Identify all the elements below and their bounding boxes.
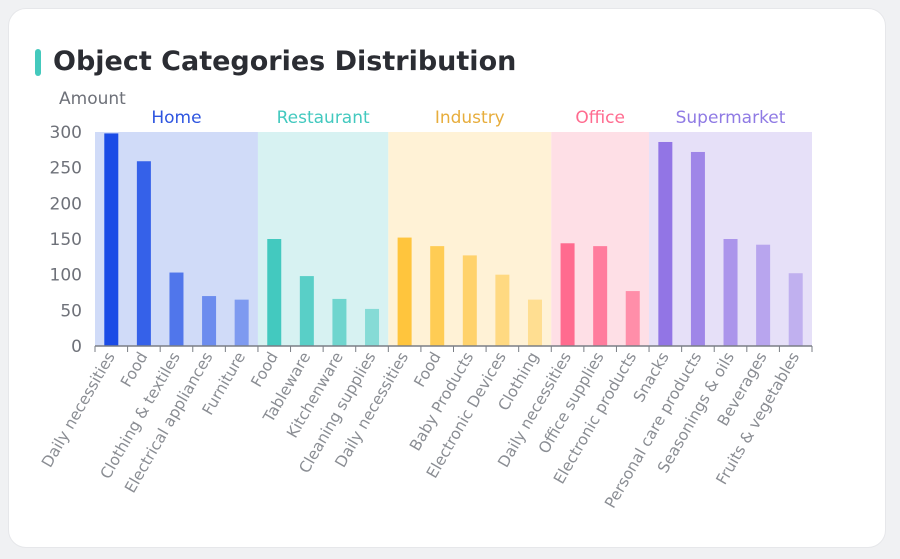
y-tick-label: 0 bbox=[71, 337, 82, 357]
bar bbox=[397, 237, 412, 346]
bar bbox=[136, 161, 151, 346]
bar bbox=[169, 272, 184, 346]
x-tick-label: Food bbox=[248, 349, 282, 390]
x-tick-label: Food bbox=[410, 349, 444, 390]
y-tick-label: 150 bbox=[50, 230, 82, 250]
group-label: Supermarket bbox=[676, 108, 786, 128]
y-tick-label: 250 bbox=[50, 159, 82, 179]
bar bbox=[462, 255, 477, 346]
y-axis-label: Amount bbox=[59, 89, 126, 109]
bar bbox=[104, 133, 119, 346]
y-tick-label: 100 bbox=[50, 266, 82, 286]
title-accent-bar bbox=[35, 49, 41, 76]
chart-title: Object Categories Distribution bbox=[53, 46, 517, 77]
bar bbox=[332, 298, 347, 346]
x-tick-label: Daily necessities bbox=[38, 349, 119, 471]
bar bbox=[788, 273, 803, 346]
x-tick-label: Food bbox=[117, 349, 151, 390]
bar bbox=[658, 141, 673, 346]
group-label: Industry bbox=[435, 108, 505, 128]
y-tick-label: 200 bbox=[50, 194, 82, 214]
bar bbox=[756, 244, 771, 346]
group-label: Home bbox=[151, 108, 201, 128]
bar bbox=[299, 276, 314, 346]
bar bbox=[560, 243, 575, 346]
bar bbox=[365, 308, 380, 346]
bar bbox=[495, 274, 510, 346]
group-label: Office bbox=[575, 108, 625, 128]
bar bbox=[527, 299, 542, 346]
bar bbox=[593, 246, 608, 346]
y-tick-label: 300 bbox=[50, 123, 82, 143]
bar bbox=[267, 239, 282, 346]
bar bbox=[723, 239, 738, 346]
bar bbox=[202, 296, 217, 346]
y-tick-label: 50 bbox=[60, 301, 82, 321]
group-label: Restaurant bbox=[277, 108, 370, 128]
bar bbox=[430, 246, 445, 346]
bar bbox=[625, 291, 640, 346]
bar bbox=[690, 151, 705, 346]
bar bbox=[234, 299, 249, 346]
